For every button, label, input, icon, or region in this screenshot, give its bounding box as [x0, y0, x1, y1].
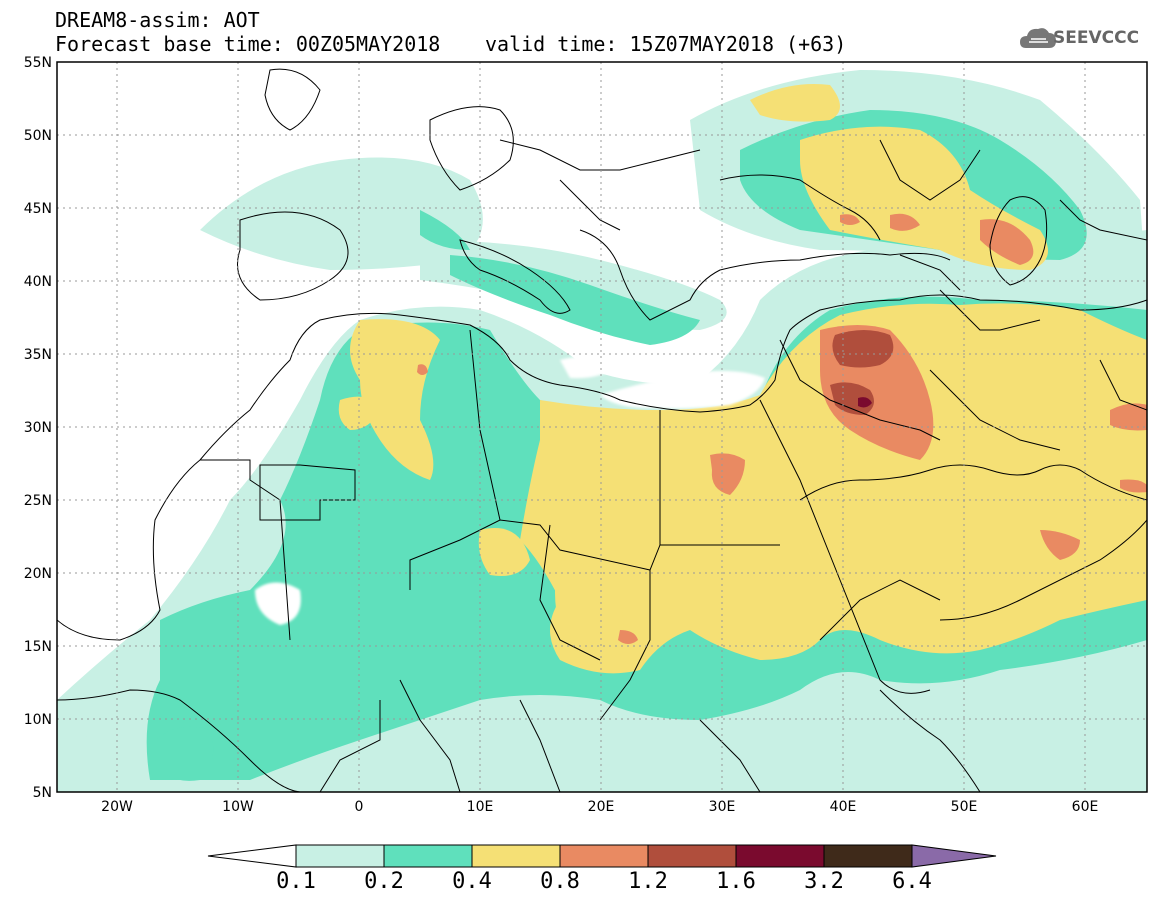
map-frame — [56, 61, 1148, 793]
map-title: DREAM8-assim: AOT — [55, 8, 260, 32]
lon-label: 10W — [222, 799, 254, 815]
lon-label: 30E — [709, 799, 736, 815]
lat-label: 45N — [24, 201, 52, 217]
colorbar-swatch — [471, 844, 561, 868]
colorbar-swatch — [559, 844, 649, 868]
colorbar-label: 0.2 — [364, 869, 404, 894]
colorbar-swatch — [647, 844, 737, 868]
colorbar-swatch — [383, 844, 473, 868]
lon-label: 10E — [467, 799, 494, 815]
lon-label: 20W — [101, 799, 133, 815]
colorbar-label: 0.1 — [276, 869, 316, 894]
colorbar-label: 6.4 — [892, 869, 932, 894]
lat-label: 55N — [24, 55, 52, 71]
colorbar-label: 1.2 — [628, 869, 668, 894]
cloud-logo-icon — [1020, 28, 1056, 48]
colorbar-swatch — [735, 844, 825, 868]
forecast-base-time: Forecast base time: 00Z05MAY2018 — [55, 32, 441, 56]
lon-label: 0 — [355, 799, 364, 815]
lon-label: 20E — [588, 799, 615, 815]
colorbar-high-arrow — [911, 844, 997, 868]
logo-text: SEEVCCC — [1053, 28, 1140, 48]
colorbar-swatch — [823, 844, 913, 868]
colorbar-low-arrow — [207, 844, 297, 868]
lon-label: 40E — [830, 799, 857, 815]
lat-label: 5N — [33, 785, 52, 801]
lon-label: 60E — [1072, 799, 1099, 815]
lat-label: 40N — [24, 274, 52, 290]
lat-label: 35N — [24, 347, 52, 363]
lat-lon-grid — [57, 62, 1147, 792]
lat-label: 25N — [24, 493, 52, 509]
lat-label: 30N — [24, 420, 52, 436]
colorbar-swatch — [295, 844, 385, 868]
lat-label: 20N — [24, 566, 52, 582]
colorbar-label: 0.4 — [452, 869, 492, 894]
colorbar-label: 0.8 — [540, 869, 580, 894]
colorbar — [207, 844, 997, 868]
lat-label: 10N — [24, 712, 52, 728]
colorbar-label: 3.2 — [804, 869, 844, 894]
colorbar-label: 1.6 — [716, 869, 756, 894]
lat-label: 50N — [24, 128, 52, 144]
lon-labels: 20W 10W 0 10E 20E 30E 40E 50E 60E — [101, 799, 1098, 815]
lat-labels: 55N 50N 45N 40N 35N 30N 25N 20N 15N 10N … — [24, 55, 52, 801]
lat-label: 15N — [24, 639, 52, 655]
lon-label: 50E — [951, 799, 978, 815]
valid-time: valid time: 15Z07MAY2018 (+63) — [485, 32, 847, 56]
